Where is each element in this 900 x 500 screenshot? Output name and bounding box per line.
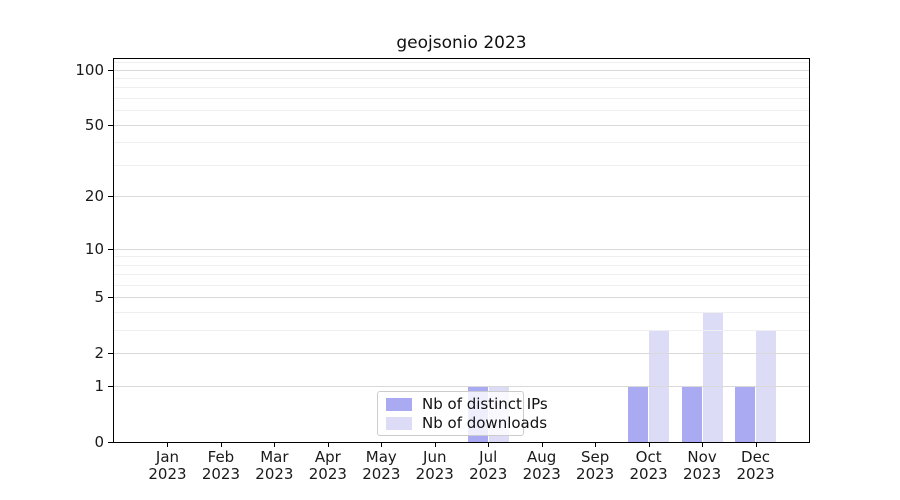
y-tick xyxy=(108,297,113,299)
chart-title: geojsonio 2023 xyxy=(396,33,527,53)
y-tick xyxy=(108,353,113,355)
x-tick-label-year: 2023 xyxy=(736,465,775,483)
x-tick xyxy=(327,443,329,447)
gridline-major xyxy=(114,196,809,198)
x-tick-label: Aug 2023 xyxy=(510,449,574,483)
x-tick xyxy=(595,443,597,447)
y-tick-label: 10 xyxy=(84,239,104,258)
legend-swatch-distinct-ips xyxy=(386,397,412,411)
x-tick-label-month: May xyxy=(365,448,397,466)
x-tick-label-month: Apr xyxy=(314,448,341,466)
x-tick-label-year: 2023 xyxy=(255,465,294,483)
x-tick xyxy=(167,443,169,447)
x-tick-label-year: 2023 xyxy=(201,465,241,483)
gridline-minor xyxy=(114,142,809,144)
gridline-minor xyxy=(114,264,809,266)
x-tick-label: Jul 2023 xyxy=(456,449,520,483)
x-tick xyxy=(381,443,383,447)
x-tick-label-year: 2023 xyxy=(522,465,561,483)
x-tick xyxy=(702,443,704,447)
gridline-major xyxy=(114,248,809,250)
x-tick-label: Nov 2023 xyxy=(670,449,734,483)
x-tick-label-year: 2023 xyxy=(148,465,187,483)
x-tick-label-month: Sep xyxy=(581,448,610,466)
gridline-major xyxy=(114,353,809,355)
y-tick xyxy=(108,248,113,250)
x-tick-label: Apr 2023 xyxy=(296,449,360,483)
x-tick-label-month: Mar xyxy=(260,448,289,466)
x-tick-label-year: 2023 xyxy=(308,465,347,483)
y-tick xyxy=(108,386,113,388)
x-tick-label-year: 2023 xyxy=(576,465,615,483)
x-tick-label-month: Feb xyxy=(207,448,235,466)
x-tick-label: May 2023 xyxy=(349,449,413,483)
x-tick xyxy=(274,443,276,447)
gridline-minor xyxy=(114,62,809,64)
y-tick-label: 0 xyxy=(94,433,104,451)
x-tick-label-year: 2023 xyxy=(629,465,668,483)
y-tick xyxy=(108,69,113,71)
x-tick-label: Sep 2023 xyxy=(563,449,627,483)
y-tick-label: 100 xyxy=(75,60,104,79)
y-tick-label: 20 xyxy=(84,187,104,206)
gridline-major xyxy=(114,124,809,126)
x-tick-label-year: 2023 xyxy=(682,465,722,483)
y-tick-label: 2 xyxy=(94,344,104,363)
gridline-minor xyxy=(114,285,809,287)
y-tick xyxy=(108,196,113,198)
x-tick-label-month: Jun xyxy=(423,448,447,466)
gridline-minor xyxy=(114,256,809,258)
x-tick-label-month: Aug xyxy=(527,448,557,466)
gridline-major xyxy=(114,386,809,388)
y-tick xyxy=(108,442,113,443)
x-tick xyxy=(488,443,490,447)
x-tick xyxy=(434,443,436,447)
x-tick xyxy=(220,443,222,447)
legend-swatch-downloads xyxy=(386,416,412,430)
gridline-minor xyxy=(114,78,809,80)
legend-item-distinct-ips: Nb of distinct IPs xyxy=(386,395,548,414)
x-tick-label-month: Nov xyxy=(687,448,717,466)
x-tick xyxy=(541,443,543,447)
y-tick-label: 5 xyxy=(94,288,104,307)
x-tick-label-month: Jul xyxy=(479,448,498,466)
x-tick-label-month: Dec xyxy=(741,448,771,466)
x-tick-label-month: Jan xyxy=(155,448,180,466)
gridline-minor xyxy=(114,110,809,112)
bar-distinct-ips-nov xyxy=(681,386,702,442)
gridline-minor xyxy=(114,330,809,332)
y-tick xyxy=(108,124,113,126)
y-tick-label: 1 xyxy=(94,377,104,396)
x-tick-label: Jun 2023 xyxy=(403,449,467,483)
legend: Nb of distinct IPs Nb of downloads xyxy=(377,391,548,436)
x-tick-label: Jan 2023 xyxy=(135,449,199,483)
plot-area xyxy=(113,58,810,443)
x-tick-label-year: 2023 xyxy=(415,465,454,483)
bar-distinct-ips-oct xyxy=(628,386,649,442)
gridline-major xyxy=(114,69,809,71)
bar-distinct-ips-dec xyxy=(735,386,756,442)
x-tick-label: Mar 2023 xyxy=(242,449,306,483)
x-tick-label-year: 2023 xyxy=(469,465,508,483)
gridline-minor xyxy=(114,274,809,276)
x-tick-label: Feb 2023 xyxy=(189,449,253,483)
gridline-major xyxy=(114,297,809,299)
legend-label-distinct-ips: Nb of distinct IPs xyxy=(422,395,548,413)
x-tick xyxy=(648,443,650,447)
legend-item-downloads: Nb of downloads xyxy=(386,414,547,433)
gridline-minor xyxy=(114,87,809,89)
x-tick-label: Oct 2023 xyxy=(617,449,681,483)
gridline-minor xyxy=(114,98,809,100)
x-tick-label: Dec 2023 xyxy=(724,449,788,483)
x-tick-label-month: Oct xyxy=(635,448,662,466)
x-tick xyxy=(755,443,757,447)
gridline-minor xyxy=(114,164,809,166)
x-tick-label-year: 2023 xyxy=(362,465,401,483)
legend-label-downloads: Nb of downloads xyxy=(422,414,548,432)
gridline-minor xyxy=(114,312,809,314)
y-tick-label: 50 xyxy=(84,115,104,134)
bar-downloads-nov xyxy=(702,312,723,442)
